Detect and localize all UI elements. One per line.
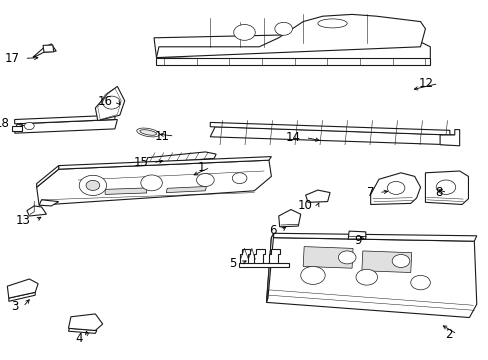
Polygon shape [9,292,35,301]
Polygon shape [278,210,300,227]
Polygon shape [347,231,365,239]
Circle shape [24,122,34,130]
Polygon shape [145,152,216,163]
Circle shape [141,175,162,191]
Circle shape [435,180,455,194]
Polygon shape [37,166,59,187]
Polygon shape [15,115,115,124]
Polygon shape [7,279,38,298]
Circle shape [391,255,409,267]
Polygon shape [12,126,22,131]
Polygon shape [68,314,102,330]
Circle shape [233,24,255,40]
Polygon shape [105,188,146,194]
Text: 14: 14 [285,131,300,144]
Polygon shape [210,127,454,145]
Polygon shape [266,233,273,302]
Circle shape [300,266,325,284]
Text: 4: 4 [76,332,83,345]
Text: 15: 15 [133,156,148,169]
Polygon shape [266,238,476,318]
Polygon shape [305,190,329,202]
Polygon shape [239,249,250,264]
Polygon shape [68,328,97,333]
Text: 5: 5 [228,257,236,270]
Polygon shape [166,186,206,193]
Text: 13: 13 [16,214,31,227]
Polygon shape [210,122,449,135]
Polygon shape [268,249,279,264]
Circle shape [196,174,214,186]
Polygon shape [33,44,56,58]
Text: 11: 11 [154,130,169,143]
Circle shape [386,181,404,194]
Polygon shape [59,157,271,169]
Circle shape [232,173,246,184]
Circle shape [86,180,100,190]
Circle shape [274,22,292,35]
Polygon shape [43,45,54,52]
Circle shape [410,275,429,290]
Polygon shape [271,233,476,241]
Text: 2: 2 [444,328,451,341]
Polygon shape [238,263,288,267]
Polygon shape [156,14,425,58]
Ellipse shape [137,128,159,137]
Text: 12: 12 [418,77,433,90]
Polygon shape [154,32,429,65]
Text: 8: 8 [434,186,442,199]
Text: 18: 18 [0,117,10,130]
Polygon shape [370,173,420,204]
Text: 3: 3 [11,300,18,313]
Text: 9: 9 [354,234,361,247]
Text: 7: 7 [366,186,373,199]
Ellipse shape [140,130,156,135]
Text: 10: 10 [298,199,312,212]
Circle shape [102,96,120,109]
Text: 1: 1 [198,161,205,174]
Circle shape [338,251,355,264]
Circle shape [79,175,106,195]
Circle shape [355,269,377,285]
Polygon shape [425,171,468,204]
Polygon shape [27,206,46,216]
Polygon shape [156,58,429,65]
Text: 6: 6 [268,224,276,237]
Polygon shape [303,247,352,268]
Polygon shape [37,160,271,205]
Polygon shape [254,249,264,264]
Text: 16: 16 [97,95,112,108]
Text: 17: 17 [4,52,20,65]
Polygon shape [15,120,117,133]
Polygon shape [439,130,459,146]
Ellipse shape [317,19,346,28]
Polygon shape [361,251,411,273]
Polygon shape [39,200,59,206]
Polygon shape [95,86,124,121]
